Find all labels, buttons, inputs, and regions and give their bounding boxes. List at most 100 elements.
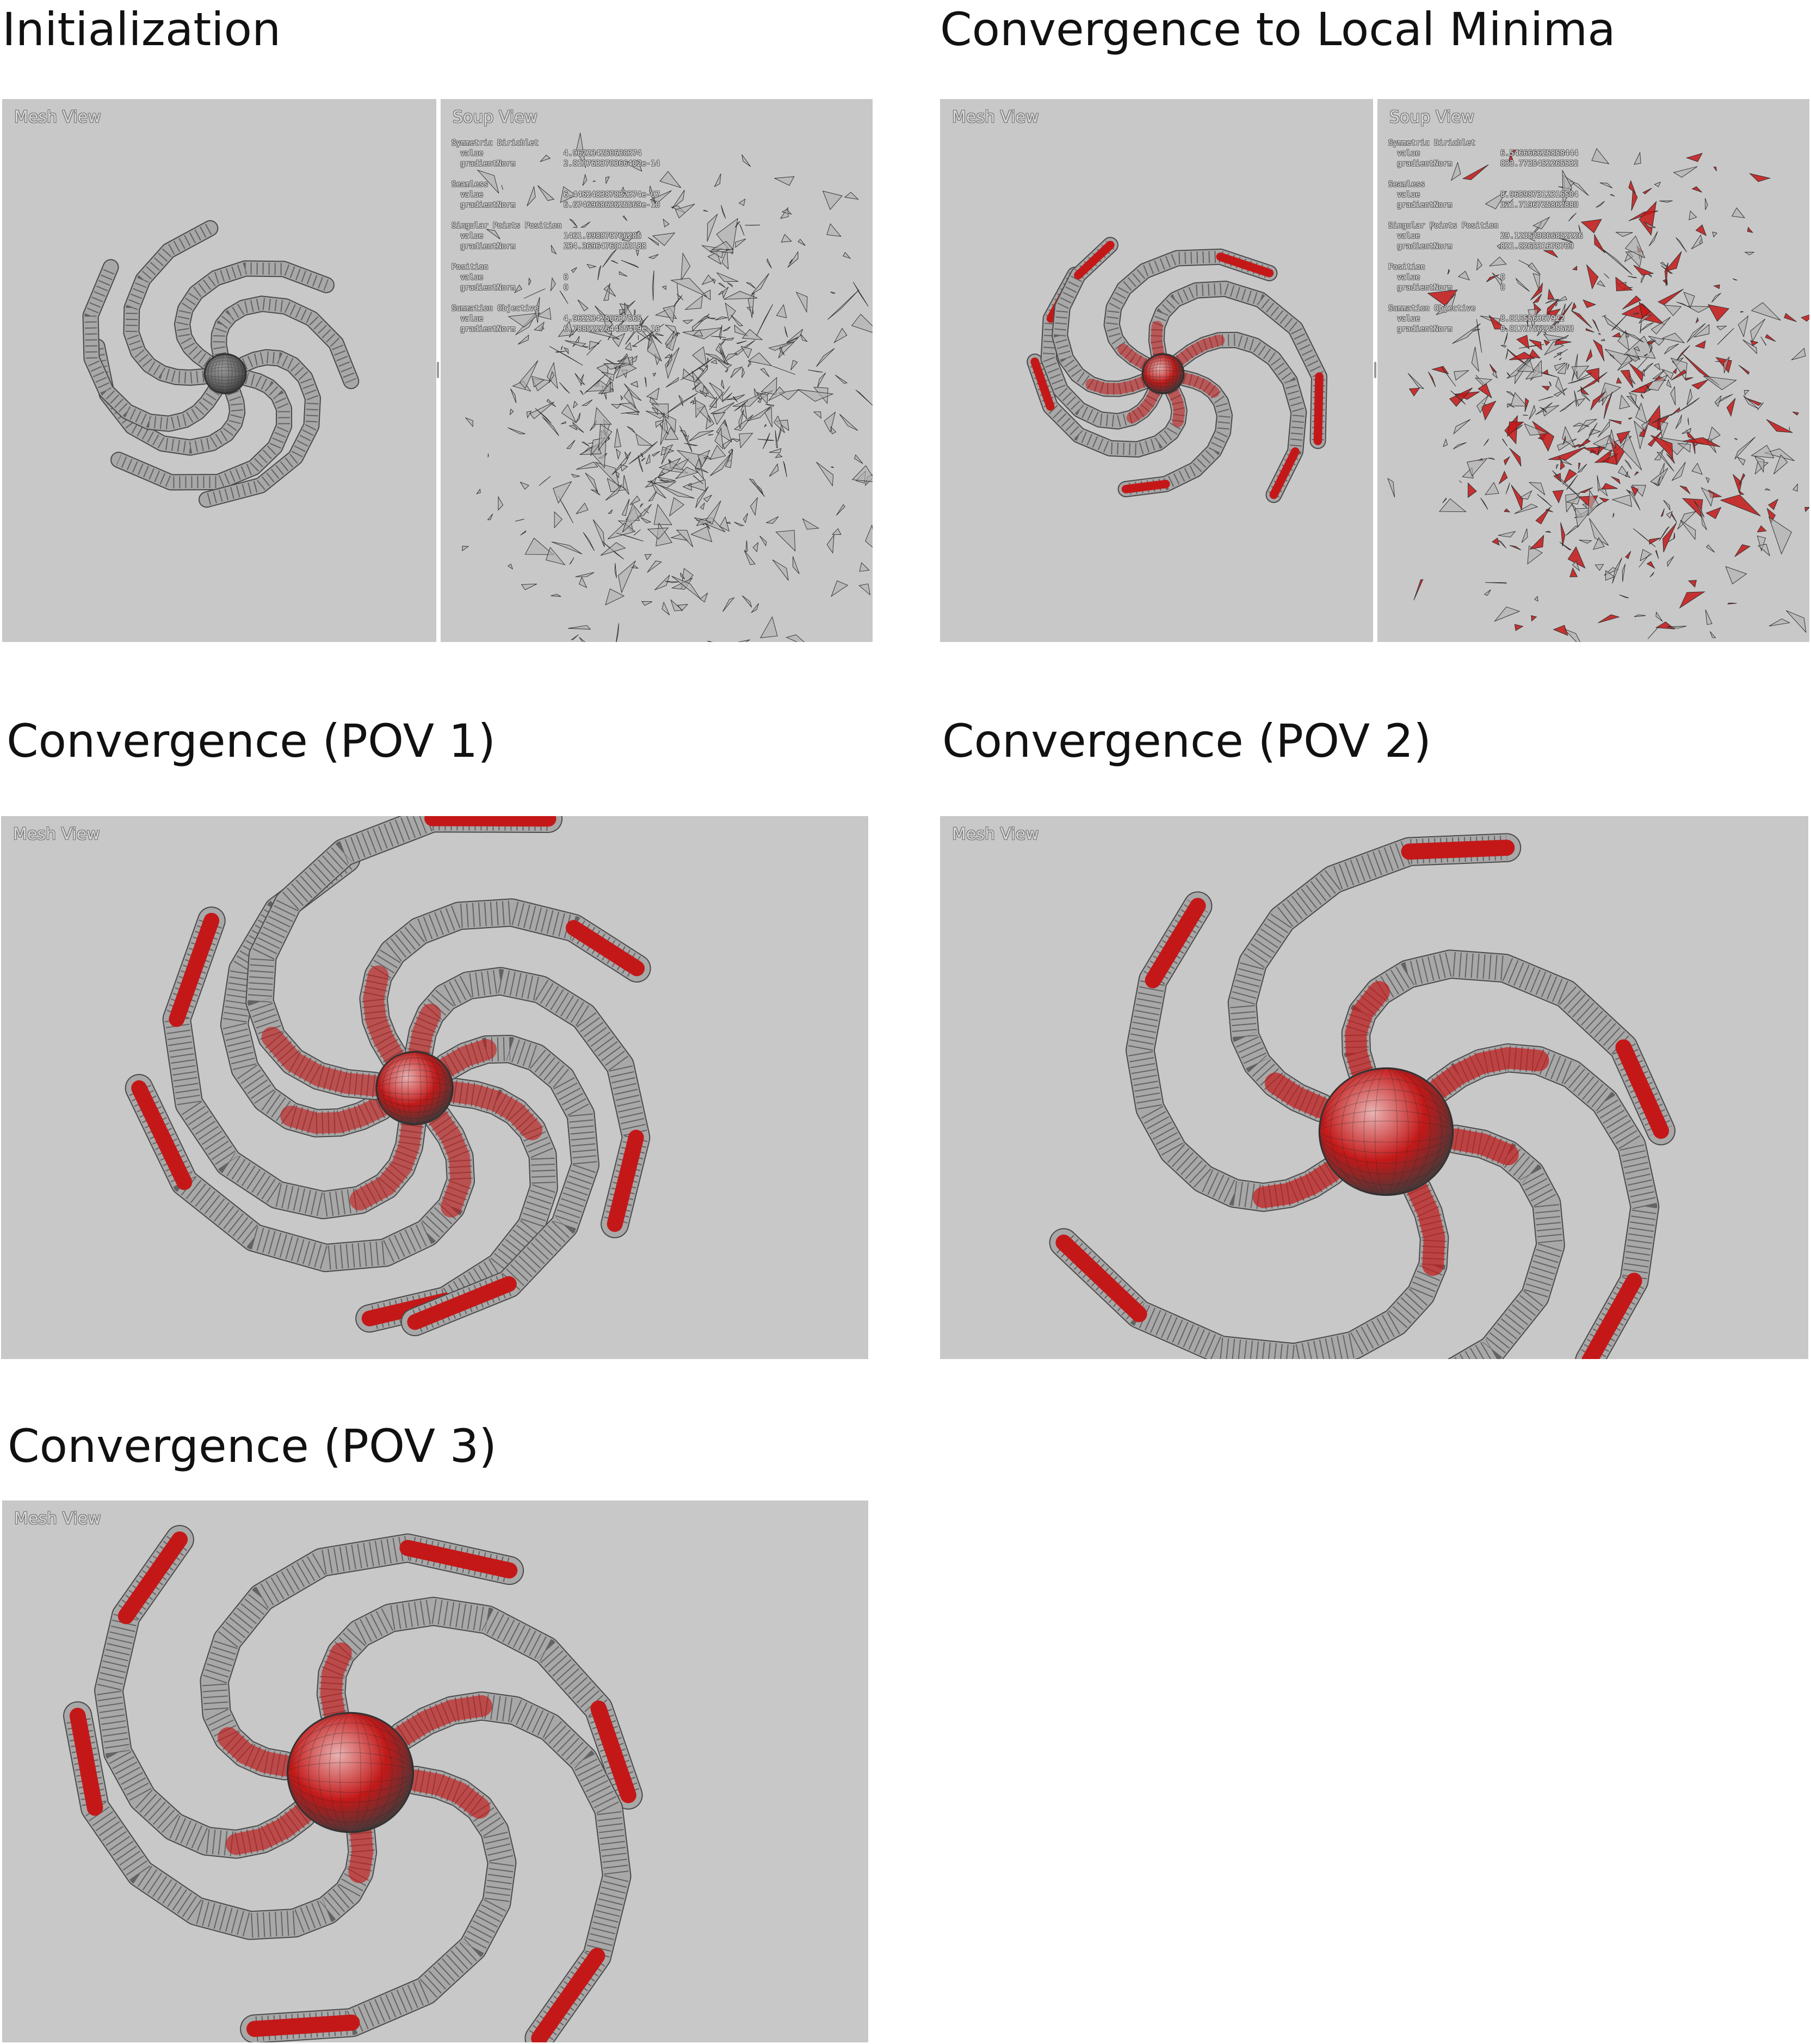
init-soup-view[interactable]: Soup View Symmetric Dirichlet value 4.9622…: [441, 99, 873, 642]
soup-triangle: [498, 496, 504, 511]
init-mesh-view[interactable]: Mesh View: [2, 99, 436, 642]
soup-triangle: [830, 426, 837, 435]
soup-triangle: [676, 529, 694, 547]
soup-triangle: [632, 345, 638, 347]
soup-triangle: [1679, 591, 1705, 609]
soup-triangle: [1578, 225, 1581, 233]
soup-triangle: [1562, 436, 1566, 445]
soup-triangle: [1629, 363, 1643, 382]
soup-triangle: [1500, 345, 1507, 348]
soup-triangle: [767, 258, 772, 269]
soup-triangle: [536, 307, 552, 320]
soup-triangle: [1413, 579, 1424, 601]
body-wire: [1142, 360, 1184, 387]
soup-triangle: [709, 453, 731, 477]
leg-distortion: [218, 1727, 295, 1777]
soup-triangle: [1504, 332, 1508, 345]
soup-triangle: [623, 160, 642, 172]
leg-wireframe: [1105, 250, 1271, 369]
leg-distortion: [1406, 1178, 1445, 1276]
soup-triangle: [1693, 324, 1710, 338]
soup-triangle: [1427, 371, 1436, 387]
soup-triangle: [1587, 489, 1599, 516]
soup-triangle: [682, 319, 694, 324]
soup-triangle: [619, 403, 640, 413]
local-mesh-view[interactable]: Mesh View: [940, 99, 1373, 642]
soup-triangle: [1676, 237, 1687, 252]
soup-triangle: [1662, 522, 1677, 553]
soup-triangle: [1663, 499, 1671, 511]
soup-triangle: [1687, 306, 1711, 313]
soup-triangle: [1793, 483, 1798, 492]
soup-triangle: [579, 390, 584, 396]
soup-triangle: [1562, 170, 1572, 206]
soup-triangle: [1745, 397, 1762, 406]
soup-triangle: [664, 354, 671, 359]
soup-triangle: [1664, 305, 1682, 316]
soup-triangle: [586, 339, 602, 356]
soup-triangle: [1489, 363, 1498, 373]
soup-triangle: [646, 410, 665, 419]
soup-triangle: [697, 316, 710, 323]
soup-triangle: [1624, 235, 1646, 258]
soup-triangle: [751, 603, 759, 613]
body-sphere: [286, 1712, 415, 1833]
soup-triangle: [1458, 480, 1462, 483]
leg-tip-distortion: [531, 1948, 605, 2042]
soup-triangle: [1657, 476, 1661, 485]
soup-triangle: [659, 479, 669, 483]
soup-triangle: [1597, 446, 1600, 456]
leg-wireframe: [1343, 952, 1672, 1136]
soup-triangle: [822, 190, 843, 210]
soup-triangle: [1731, 207, 1746, 218]
local-view-splitter[interactable]: [1374, 362, 1376, 378]
soup-triangle: [738, 409, 744, 429]
soup-triangle: [1555, 335, 1569, 342]
soup-triangle: [561, 404, 577, 424]
soup-triangle: [786, 634, 805, 642]
soup-triangle: [1641, 322, 1654, 331]
soup-triangle: [611, 452, 632, 476]
energy-row: gradientNorm 2.810763370366402e-14: [452, 159, 660, 169]
soup-triangle: [1604, 273, 1610, 279]
soup-triangle: [706, 501, 721, 525]
pov3-mesh-view[interactable]: Mesh View: [2, 1500, 868, 2042]
soup-triangle: [647, 335, 653, 349]
soup-triangle: [679, 430, 688, 437]
soup-triangle: [633, 529, 641, 536]
soup-triangle: [616, 533, 644, 542]
soup-triangle: [1516, 335, 1530, 350]
soup-triangle: [576, 461, 598, 470]
soup-triangle: [1532, 217, 1550, 230]
leg-distortion: [1264, 1072, 1332, 1119]
soup-triangle: [1725, 566, 1747, 585]
soup-triangle: [1525, 315, 1529, 327]
soup-triangle: [665, 393, 698, 415]
soup-triangle: [764, 424, 767, 428]
local-soup-view[interactable]: Soup View Symmetric Dirichlet value 6.5466…: [1377, 99, 1809, 642]
pov1-mesh-view[interactable]: Mesh View: [1, 816, 868, 1359]
energy-group: Summation Objective value 4.96223425063756…: [452, 304, 660, 335]
soup-triangle: [1666, 538, 1674, 543]
soup-triangle: [824, 411, 836, 433]
soup-triangle: [1641, 273, 1646, 283]
soup-triangle: [756, 304, 773, 337]
soup-triangle: [1542, 369, 1549, 375]
pov2-mesh-view[interactable]: Mesh View: [940, 816, 1808, 1359]
energy-key: value: [460, 149, 484, 158]
soup-triangle: [1568, 376, 1591, 384]
soup-triangle: [744, 549, 756, 565]
soup-triangle: [1580, 390, 1591, 402]
soup-triangle: [515, 518, 524, 522]
soup-triangle: [745, 540, 748, 552]
init-view-splitter[interactable]: [437, 362, 439, 378]
soup-triangle: [527, 186, 536, 207]
soup-triangle: [1691, 234, 1703, 250]
soup-triangle: [1562, 469, 1577, 485]
soup-triangle: [1630, 486, 1639, 497]
soup-triangle: [576, 412, 580, 423]
soup-triangle: [759, 535, 767, 547]
soup-triangle: [561, 345, 563, 350]
body-wire: [318, 1712, 382, 1833]
energy-group: Seamless value 8.965987312316504 gradientNo…: [1388, 180, 1583, 211]
